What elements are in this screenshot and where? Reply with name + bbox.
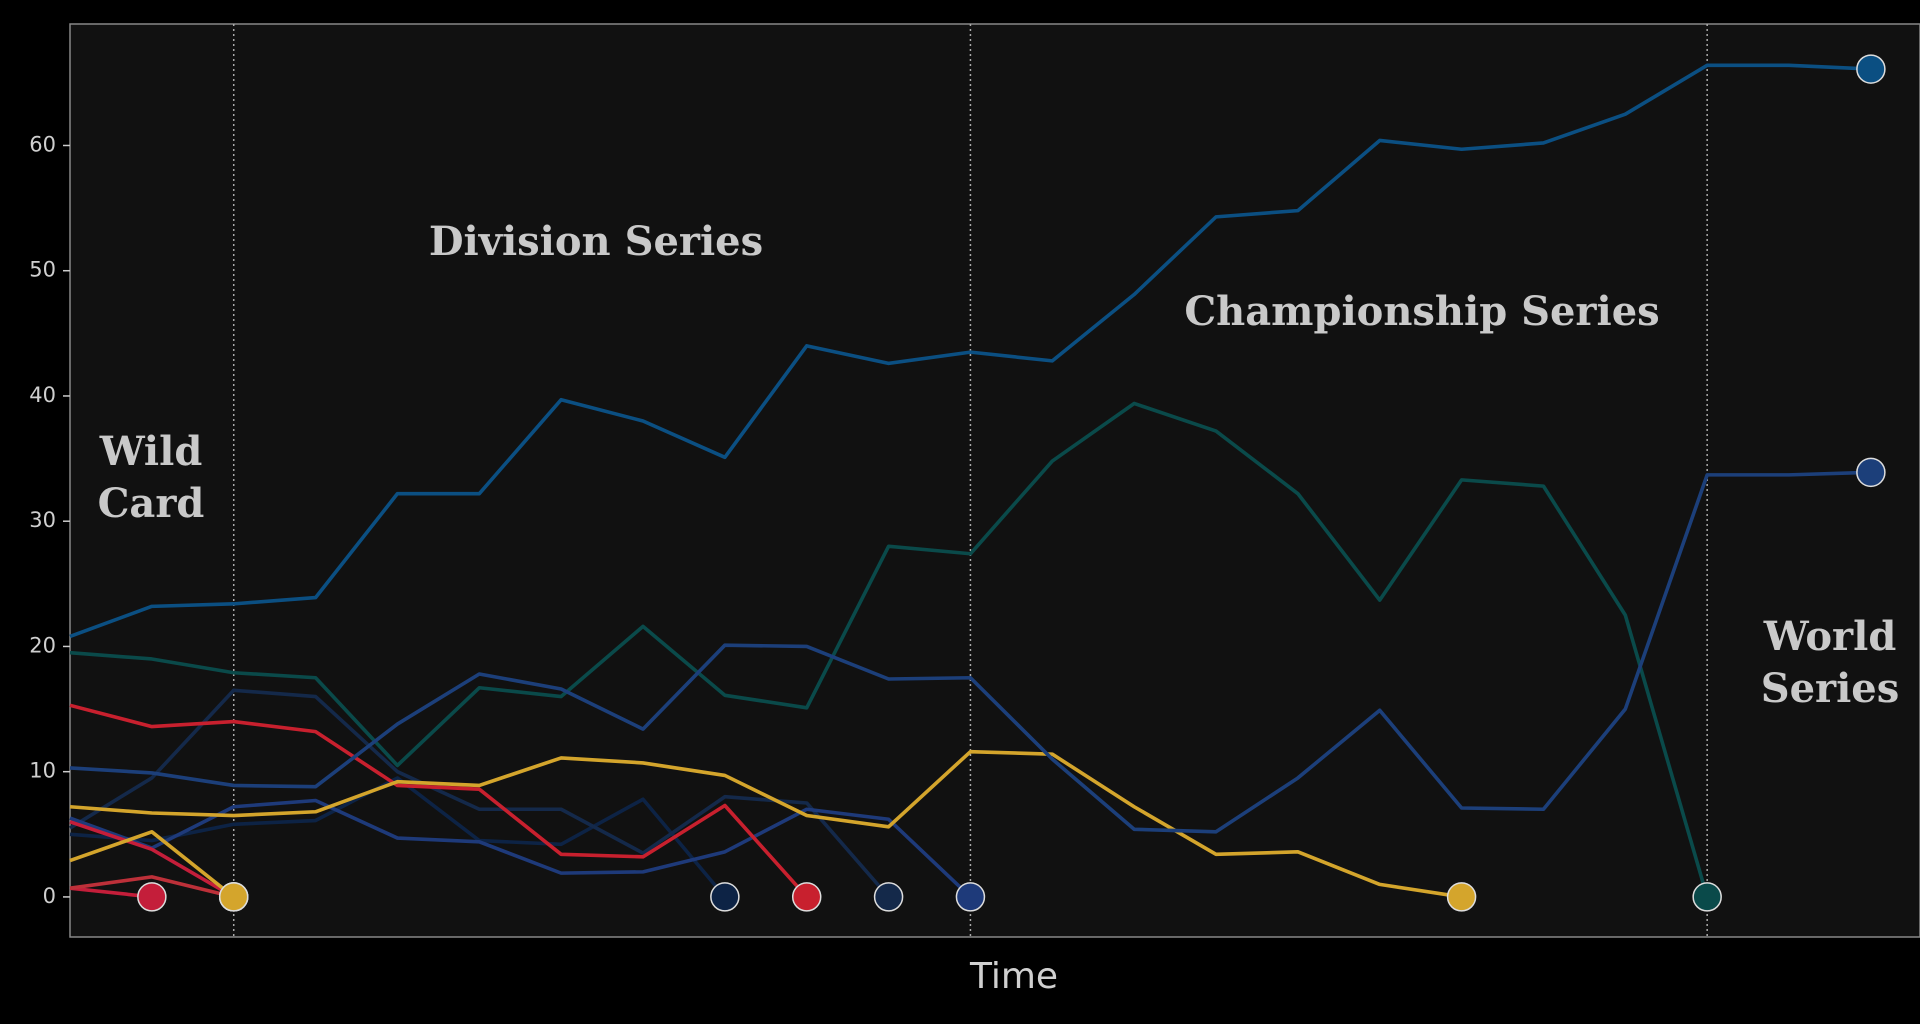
- team-logo: [791, 882, 822, 912]
- y-tick-label: 30: [29, 508, 56, 532]
- series-line: [69, 829, 235, 899]
- series-line: [69, 470, 1871, 834]
- round-label: Wild Card: [98, 428, 205, 527]
- team-logo: [955, 882, 986, 912]
- series-line: [69, 63, 1871, 639]
- round-label-line: Division Series: [429, 218, 763, 265]
- round-label: World Series: [1761, 613, 1900, 712]
- y-tick-label: 50: [29, 258, 56, 282]
- team-logo: [710, 882, 740, 912]
- y-tick-label: 40: [29, 383, 56, 407]
- round-label-line: Card: [98, 480, 205, 527]
- team-logo: [873, 882, 904, 912]
- round-label-line: Wild: [99, 428, 203, 475]
- team-logo: [1692, 882, 1722, 912]
- y-tick-label: 60: [29, 132, 56, 156]
- team-logo: [218, 882, 249, 912]
- team-logo: [137, 882, 167, 912]
- team-logo: [1856, 54, 1886, 84]
- series-line: [69, 875, 235, 899]
- series-line: [69, 749, 1462, 899]
- y-tick-label: 20: [29, 633, 56, 657]
- x-axis-label: Time: [969, 956, 1058, 997]
- round-label-line: World: [1763, 613, 1897, 660]
- series-line: [69, 820, 235, 899]
- round-label: Division Series: [429, 218, 763, 265]
- round-label: Championship Series: [1184, 288, 1659, 335]
- team-logo: [1446, 882, 1477, 912]
- series-line: [69, 688, 890, 899]
- round-label-line: Championship Series: [1184, 288, 1659, 335]
- plot-area: [69, 23, 1920, 938]
- round-label-line: Series: [1761, 665, 1900, 712]
- team-logo: [1856, 457, 1886, 488]
- series-line: [69, 703, 809, 899]
- y-tick-label: 10: [29, 759, 56, 783]
- y-tick-label: 0: [43, 884, 56, 908]
- series-line: [69, 401, 1709, 898]
